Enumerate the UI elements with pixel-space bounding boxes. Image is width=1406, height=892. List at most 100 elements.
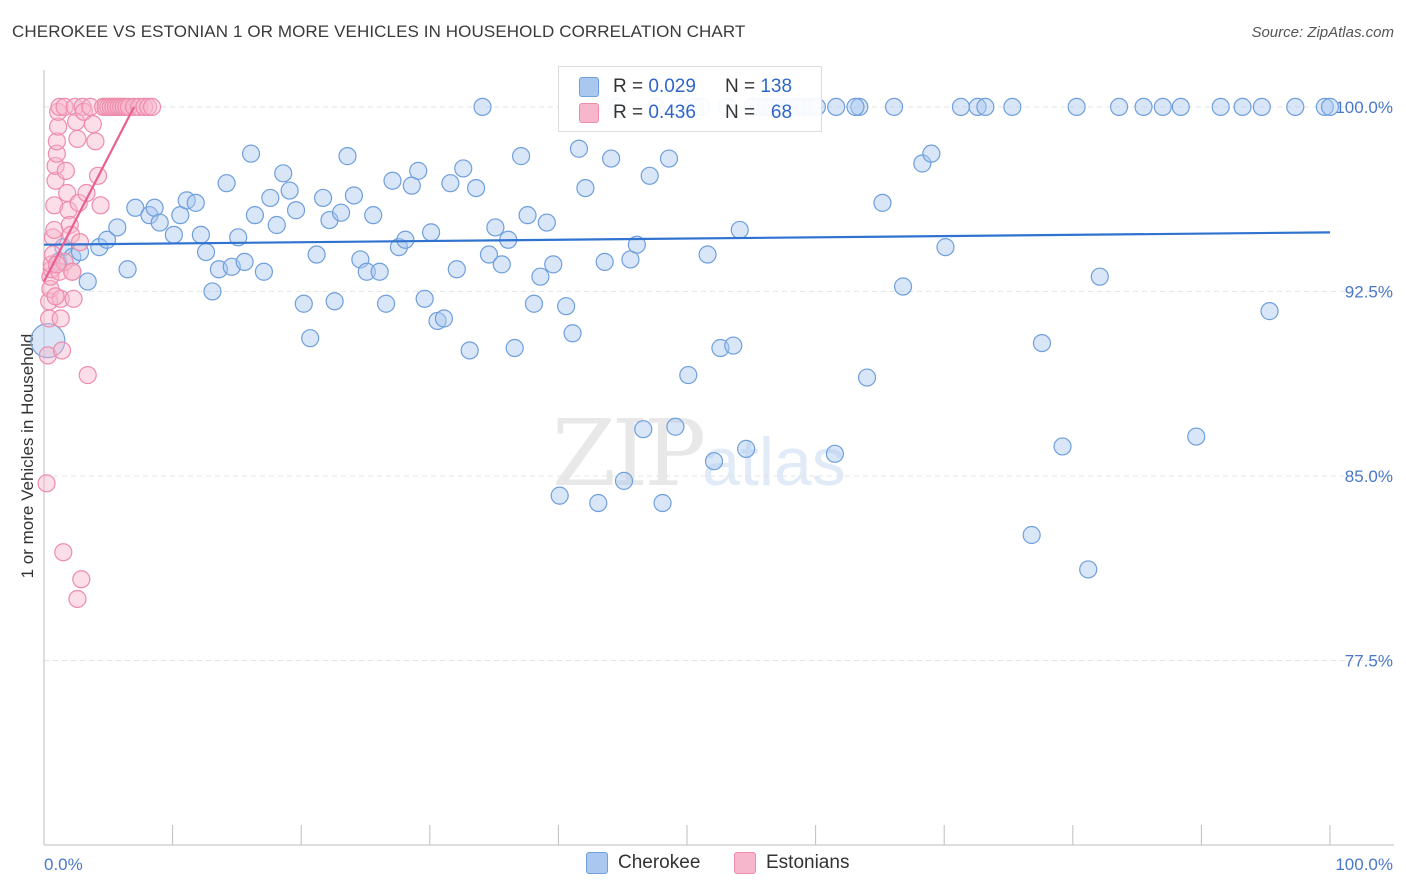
cherokee-point — [344, 186, 364, 205]
estonian-point — [50, 262, 69, 281]
cherokee-point — [370, 262, 389, 281]
cherokee-point — [254, 262, 274, 281]
cherokee-point — [563, 324, 582, 343]
estonian-point — [54, 543, 73, 562]
cherokee-point — [1233, 97, 1252, 117]
cherokee-point — [460, 341, 479, 360]
cherokee-point — [627, 235, 646, 254]
bottom-legend-swatch-cherokee — [586, 852, 608, 874]
cherokee-point — [376, 294, 396, 313]
bottom-legend-estonians: Estonians — [734, 852, 849, 874]
cherokee-point — [486, 218, 505, 237]
cherokee-point — [1022, 525, 1041, 545]
legend-n-label: N = — [724, 76, 756, 97]
cherokee-point — [421, 223, 441, 242]
cherokee-point — [730, 220, 749, 240]
legend-row-cherokee: R = 0.029 N = 138 — [579, 75, 792, 99]
cherokee-point — [913, 154, 932, 173]
cherokee-point — [569, 139, 589, 158]
cherokee-point — [850, 97, 869, 117]
cherokee-point — [118, 260, 137, 279]
cherokee-point — [1171, 97, 1190, 117]
cherokee-point — [518, 206, 537, 225]
cherokee-point — [1211, 97, 1230, 117]
cherokee-point — [666, 417, 685, 436]
cherokee-point — [698, 245, 717, 264]
estonian-point — [64, 289, 83, 308]
estonian-point — [142, 97, 162, 117]
cherokee-point — [531, 267, 550, 286]
cherokee-point — [634, 420, 653, 439]
y-tick-label: 85.0% — [1345, 467, 1393, 486]
cherokee-point — [1079, 560, 1098, 579]
estonian-point — [63, 262, 82, 281]
cherokee-point — [857, 368, 877, 387]
cherokee-point — [737, 439, 756, 458]
cherokee-point — [976, 97, 995, 117]
cherokee-point — [1134, 97, 1153, 117]
legend-row-estonians: R = 0.436 N = 68 — [579, 101, 792, 125]
cherokee-point — [1109, 97, 1129, 117]
cherokee-point — [441, 174, 460, 193]
cherokee-point — [968, 97, 987, 117]
cherokee-point — [524, 294, 544, 313]
estonian-point — [45, 220, 64, 240]
legend-n-label: N = — [724, 102, 756, 123]
cherokee-point — [217, 174, 236, 193]
stats-legend: R = 0.029 N = 138 R = 0.436 N = 68 — [558, 66, 822, 132]
cherokee-point — [512, 147, 531, 166]
cherokee-point — [473, 97, 492, 117]
y-tick-label: 92.5% — [1345, 282, 1393, 301]
cherokee-point — [1067, 97, 1086, 117]
cherokee-point — [396, 230, 415, 249]
cherokee-point — [313, 188, 333, 208]
estonian-point — [45, 196, 64, 215]
estonian-point — [72, 570, 91, 589]
estonian-point — [78, 365, 97, 385]
estonian-point — [47, 144, 66, 163]
cherokee-point — [280, 181, 299, 200]
cherokee-point — [1090, 267, 1109, 286]
cherokee-point — [704, 452, 724, 471]
cherokee-point — [1315, 97, 1334, 117]
cherokee-point — [827, 97, 846, 117]
estonian-point — [86, 132, 105, 151]
estonian-point — [135, 97, 154, 117]
cherokee-point — [126, 198, 145, 217]
cherokee-point — [1286, 97, 1305, 117]
cherokee-point — [922, 144, 941, 163]
cherokee-point — [1187, 427, 1206, 446]
cherokee-point — [229, 228, 248, 247]
cherokee-point — [108, 218, 127, 237]
estonian-point — [91, 196, 110, 215]
legend-swatch-cherokee — [579, 77, 599, 97]
cherokee-point — [434, 309, 454, 328]
estonian-point — [139, 97, 158, 117]
estonian-point — [50, 97, 69, 117]
cherokee-point — [325, 292, 344, 311]
legend-r-label: R = — [613, 76, 644, 97]
cherokee-point — [505, 338, 524, 358]
cherokee-point — [873, 193, 892, 212]
watermark: ZIPatlas — [552, 400, 846, 507]
bottom-legend-swatch-estonians — [734, 852, 756, 874]
cherokee-point — [164, 225, 183, 244]
estonian-point — [43, 228, 63, 247]
cherokee-point — [537, 213, 556, 232]
cherokee-point — [30, 323, 66, 359]
cherokee-point — [951, 97, 971, 117]
cherokee-point — [78, 272, 97, 291]
cherokee-point — [614, 471, 634, 490]
cherokee-point — [274, 164, 293, 183]
cherokee-point — [364, 206, 383, 225]
cherokee-point — [235, 252, 254, 272]
estonian-point — [59, 201, 78, 220]
cherokee-point — [893, 277, 913, 296]
cherokee-point — [1032, 333, 1052, 353]
cherokee-point — [301, 329, 320, 348]
cherokee-point — [196, 242, 216, 262]
estonian-point — [52, 341, 72, 360]
estonian-point — [68, 129, 87, 148]
cherokee-trend-line — [43, 231, 1331, 246]
